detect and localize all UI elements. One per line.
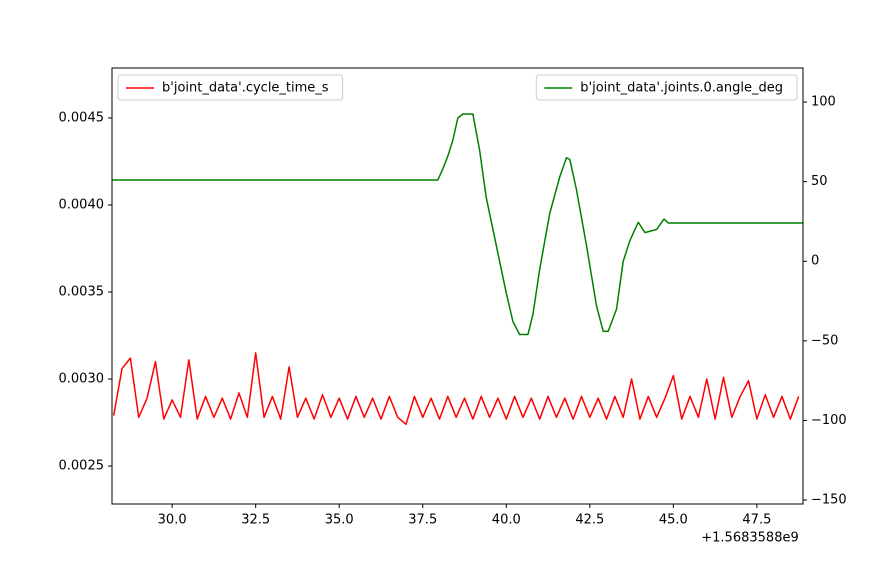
y-tick-label: 0.0030 [59, 372, 105, 387]
y2-tick-label: −50 [811, 333, 838, 348]
x-tick-label: 40.0 [492, 513, 521, 528]
y2-tick-label: −150 [811, 493, 847, 508]
x-tick-label: 45.0 [659, 513, 688, 528]
y-tick-label: 0.0025 [59, 459, 105, 474]
x-tick-label: 32.5 [241, 513, 270, 528]
x-tick-label: 37.5 [408, 513, 437, 528]
legend: b'joint_data'.joints.0.angle_deg [535, 74, 798, 101]
series-line [112, 113, 803, 336]
y2-tick-label: 100 [811, 95, 836, 110]
legend: b'joint_data'.cycle_time_s [117, 74, 344, 101]
legend-box [535, 74, 798, 101]
x-tick-label: 47.5 [742, 513, 771, 528]
y-tick-label: 0.0045 [59, 110, 105, 125]
y2-tick-label: 0 [811, 254, 819, 269]
axes-frame [111, 67, 804, 505]
x-tick-label: 42.5 [575, 513, 604, 528]
series-line [112, 352, 800, 426]
x-tick-label: 35.0 [325, 513, 354, 528]
y2-tick-label: −100 [811, 413, 847, 428]
x-offset-label: +1.5683588e9 [701, 531, 798, 546]
legend-label: b'joint_data'.joints.0.angle_deg [580, 81, 783, 96]
y2-tick-label: 50 [811, 174, 828, 189]
y-tick-label: 0.0040 [59, 197, 105, 212]
x-tick-label: 30.0 [158, 513, 187, 528]
legend-box [117, 74, 344, 101]
legend-label: b'joint_data'.cycle_time_s [162, 81, 329, 96]
y-tick-label: 0.0035 [59, 285, 105, 300]
